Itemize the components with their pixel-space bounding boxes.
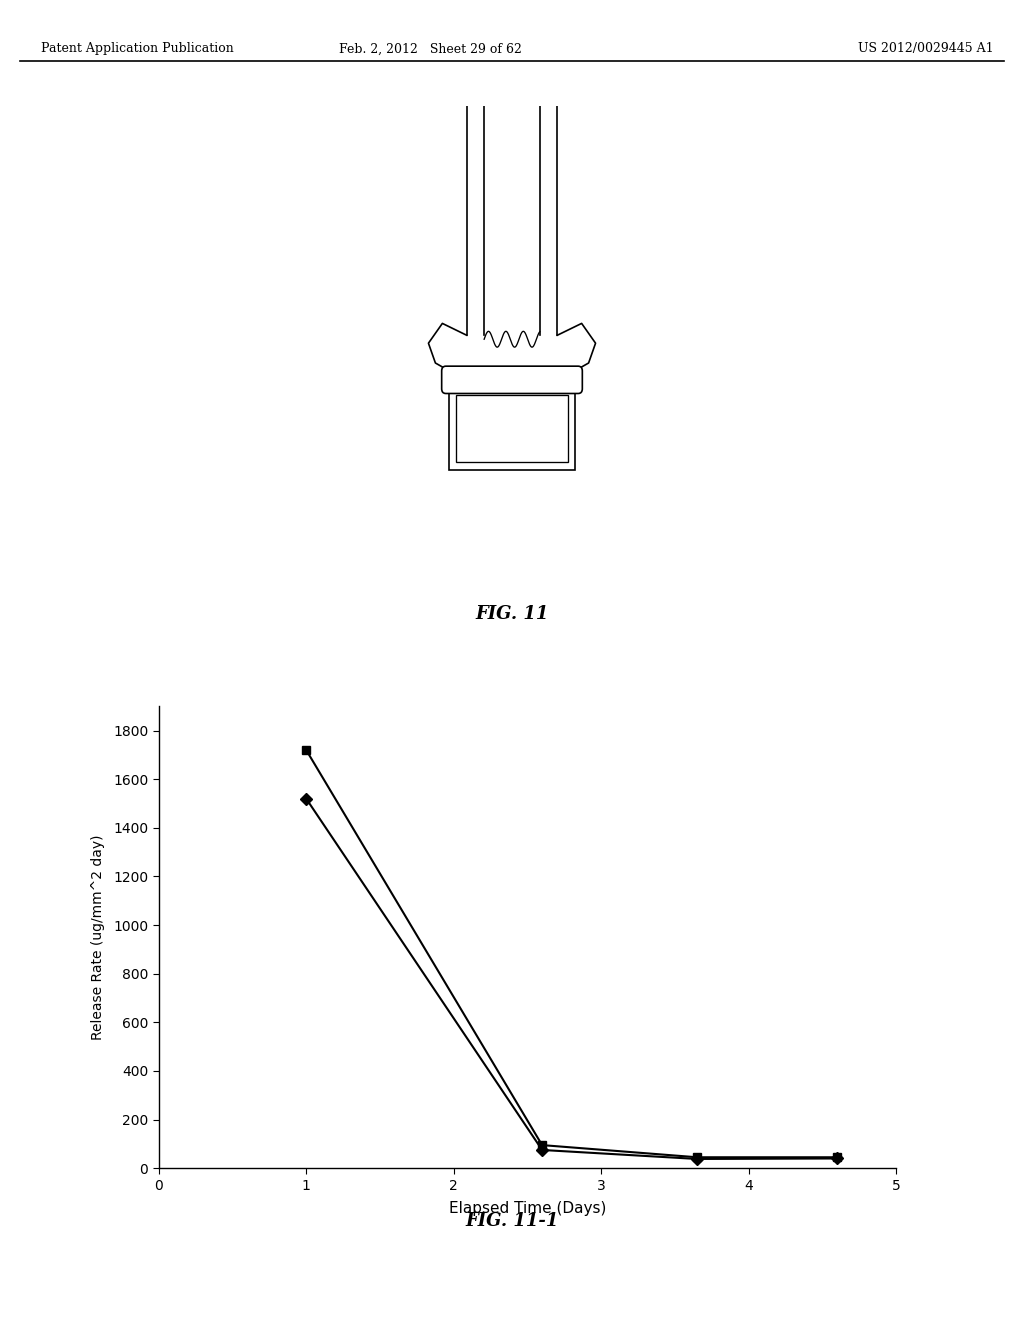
FancyBboxPatch shape: [441, 366, 583, 393]
Y-axis label: Release Rate (ug/mm^2 day): Release Rate (ug/mm^2 day): [91, 834, 104, 1040]
Bar: [450, 387, 574, 470]
Text: Patent Application Publication: Patent Application Publication: [41, 42, 233, 55]
X-axis label: Elapsed Time (Days): Elapsed Time (Days): [449, 1201, 606, 1216]
Bar: [457, 395, 567, 462]
Text: FIG. 11: FIG. 11: [475, 605, 549, 623]
Text: FIG. 11-1: FIG. 11-1: [465, 1212, 559, 1230]
Text: Feb. 2, 2012   Sheet 29 of 62: Feb. 2, 2012 Sheet 29 of 62: [339, 42, 521, 55]
Text: US 2012/0029445 A1: US 2012/0029445 A1: [858, 42, 993, 55]
